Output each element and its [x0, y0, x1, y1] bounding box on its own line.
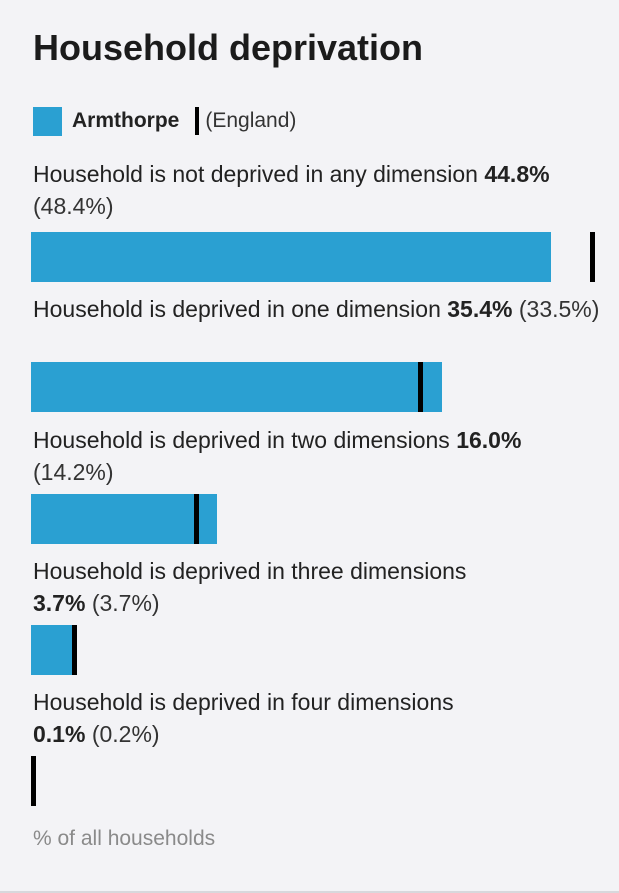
- england-marker-4: [31, 756, 37, 806]
- england-marker-3: [71, 625, 77, 675]
- bar-track-1: [31, 362, 611, 412]
- bar-track-2: [31, 494, 611, 544]
- bar-track-3: [31, 625, 611, 675]
- armthorpe-value-label-2: 16.0%: [456, 427, 522, 453]
- category-name-0: Household is not deprived in any dimensi…: [33, 161, 485, 187]
- armthorpe-value-label-4: 0.1%: [33, 721, 86, 747]
- legend-armthorpe-swatch: [33, 106, 62, 136]
- england-marker-2: [193, 494, 199, 544]
- england-value-label-2: (14.2%): [33, 459, 114, 485]
- armthorpe-bar-2: [31, 494, 217, 544]
- legend-england-marker: [195, 107, 200, 135]
- armthorpe-bar-1: [31, 362, 442, 412]
- category-label-0: Household is not deprived in any dimensi…: [33, 158, 608, 222]
- category-label-4: Household is deprived in four dimensions…: [33, 686, 473, 750]
- category-label-3: Household is deprived in three dimension…: [33, 555, 473, 619]
- category-name-3: Household is deprived in three dimension…: [33, 558, 467, 584]
- axis-footnote: % of all households: [33, 827, 216, 850]
- england-value-label-4: (0.2%): [85, 721, 160, 747]
- chart-title: Household deprivation: [33, 27, 424, 68]
- armthorpe-value-label-1: 35.4%: [447, 296, 513, 322]
- legend-armthorpe-label: Armthorpe: [72, 109, 180, 132]
- england-marker-0: [590, 232, 596, 282]
- armthorpe-value-label-0: 44.8%: [484, 161, 550, 187]
- england-value-label-1: (33.5%): [512, 296, 600, 322]
- england-value-label-0: (48.4%): [33, 193, 114, 219]
- armthorpe-value-label-3: 3.7%: [33, 590, 86, 616]
- category-name-4: Household is deprived in four dimensions: [33, 689, 454, 715]
- bar-track-4: [31, 756, 611, 806]
- category-label-2: Household is deprived in two dimensions …: [33, 424, 608, 488]
- bar-track-0: [31, 232, 611, 282]
- armthorpe-bar-0: [31, 232, 551, 282]
- england-value-label-3: (3.7%): [85, 590, 160, 616]
- armthorpe-bar-3: [31, 625, 74, 675]
- legend-england-label: (England): [205, 109, 297, 132]
- england-marker-1: [417, 362, 423, 412]
- category-name-2: Household is deprived in two dimensions: [33, 427, 457, 453]
- category-name-1: Household is deprived in one dimension: [33, 296, 448, 322]
- legend: Armthorpe (England): [33, 106, 296, 136]
- category-label-1: Household is deprived in one dimension 3…: [33, 293, 608, 325]
